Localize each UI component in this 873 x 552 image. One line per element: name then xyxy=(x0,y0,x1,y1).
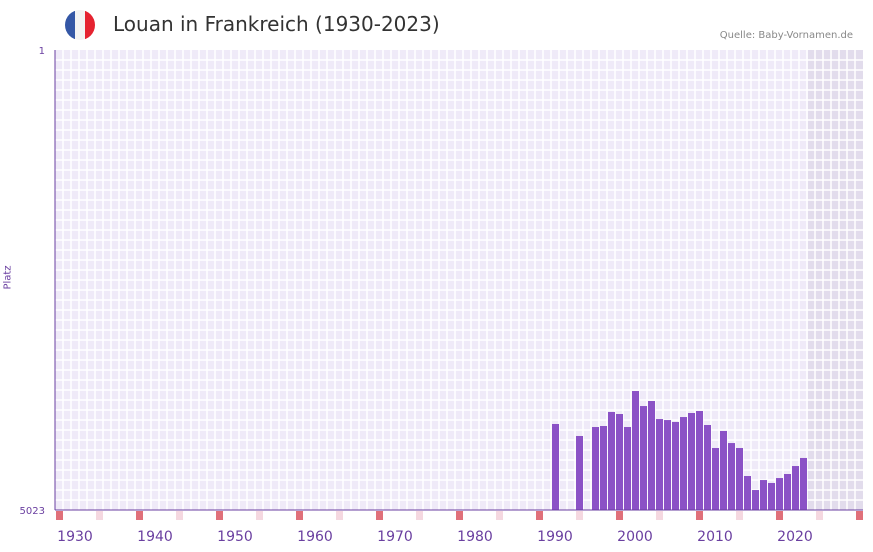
decade-marker xyxy=(456,511,463,520)
decade-marker xyxy=(776,511,783,520)
half-decade-marker xyxy=(256,511,263,520)
half-decade-marker xyxy=(96,511,103,520)
bar-1997 xyxy=(608,411,615,510)
bar-2010 xyxy=(712,447,719,510)
x-tick-label: 2020 xyxy=(777,529,813,545)
bar-2017 xyxy=(768,482,775,510)
decade-marker xyxy=(616,511,623,520)
decade-marker xyxy=(56,511,63,520)
bar-1996 xyxy=(600,426,607,510)
source-label: Quelle: Baby-Vornamen.de xyxy=(719,30,853,41)
bar-2020 xyxy=(792,466,799,510)
half-decade-marker xyxy=(416,511,423,520)
decade-marker xyxy=(376,511,383,520)
half-decade-marker xyxy=(336,511,343,520)
half-decade-marker xyxy=(576,511,583,520)
x-tick-label: 1970 xyxy=(377,529,413,545)
x-tick-label: 1960 xyxy=(297,529,333,545)
bar-2018 xyxy=(776,478,783,510)
bar-2002 xyxy=(648,400,655,510)
bar-1990 xyxy=(552,423,559,510)
y-tick-label: 5023 xyxy=(20,506,45,517)
bar-2009 xyxy=(704,424,711,510)
bar-2012 xyxy=(728,443,735,510)
bar-1999 xyxy=(624,427,631,510)
bar-2006 xyxy=(680,417,687,510)
bar-2001 xyxy=(640,406,647,510)
bar-2007 xyxy=(688,412,695,510)
bar-2008 xyxy=(696,410,703,510)
bar-2013 xyxy=(736,447,743,510)
decade-marker xyxy=(136,511,143,520)
half-decade-marker xyxy=(816,511,823,520)
x-tick-label: 1990 xyxy=(537,529,573,545)
half-decade-marker xyxy=(656,511,663,520)
bar-2015 xyxy=(752,490,759,510)
decade-marker xyxy=(856,511,863,520)
x-tick-label: 1940 xyxy=(137,529,173,545)
bar-2000 xyxy=(632,391,639,510)
bar-2014 xyxy=(744,476,751,510)
bar-2011 xyxy=(720,430,727,510)
y-tick-label: 1 xyxy=(39,46,45,57)
decade-marker xyxy=(216,511,223,520)
bar-2021 xyxy=(800,457,807,510)
x-tick-label: 1950 xyxy=(217,529,253,545)
bar-2004 xyxy=(664,420,671,510)
x-tick-label: 1930 xyxy=(57,529,93,545)
bar-1993 xyxy=(576,435,583,510)
half-decade-marker xyxy=(496,511,503,520)
x-tick-label: 2000 xyxy=(617,529,653,545)
half-decade-marker xyxy=(736,511,743,520)
decade-marker xyxy=(296,511,303,520)
france-flag-icon xyxy=(65,10,95,40)
bar-2016 xyxy=(760,480,767,510)
bar-2003 xyxy=(656,419,663,510)
chart-title: Louan in Frankreich (1930-2023) xyxy=(113,12,440,36)
decade-marker xyxy=(696,511,703,520)
x-tick-label: 2010 xyxy=(697,529,733,545)
bar-2019 xyxy=(784,474,791,510)
x-tick-label: 1980 xyxy=(457,529,493,545)
bar-1995 xyxy=(592,427,599,510)
decade-marker xyxy=(536,511,543,520)
bar-1998 xyxy=(616,414,623,510)
bar-2005 xyxy=(672,421,679,510)
half-decade-marker xyxy=(176,511,183,520)
